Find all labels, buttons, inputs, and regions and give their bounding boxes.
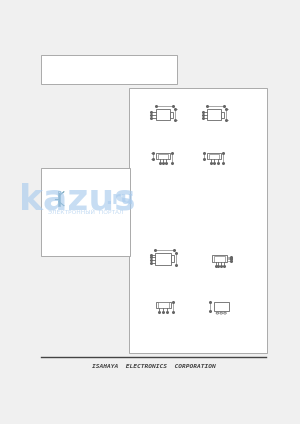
- Text: kazus: kazus: [20, 182, 136, 217]
- Bar: [207, 109, 221, 120]
- Bar: [156, 109, 170, 120]
- Bar: [212, 255, 227, 262]
- Bar: [214, 256, 225, 262]
- Bar: [221, 112, 224, 117]
- Bar: [156, 153, 170, 159]
- Bar: [171, 255, 174, 262]
- Bar: [158, 302, 169, 308]
- Text: ЭЛЕКТРОННЫЙ  ПОРТАЛ: ЭЛЕКТРОННЫЙ ПОРТАЛ: [48, 210, 123, 215]
- Text: ISAHAYA  ELECTRONICS  CORPORATION: ISAHAYA ELECTRONICS CORPORATION: [92, 364, 216, 369]
- Bar: [158, 154, 168, 159]
- Bar: [214, 302, 229, 311]
- Bar: [207, 153, 221, 159]
- Bar: [155, 253, 171, 265]
- Bar: [170, 112, 173, 117]
- Bar: [155, 301, 171, 308]
- Ellipse shape: [224, 312, 226, 314]
- Bar: [58, 191, 60, 206]
- Bar: [209, 154, 219, 159]
- Bar: [41, 55, 177, 84]
- Text: .ru: .ru: [105, 190, 134, 209]
- Ellipse shape: [220, 312, 222, 314]
- Ellipse shape: [216, 312, 219, 314]
- Bar: [129, 88, 267, 354]
- Bar: [41, 168, 130, 257]
